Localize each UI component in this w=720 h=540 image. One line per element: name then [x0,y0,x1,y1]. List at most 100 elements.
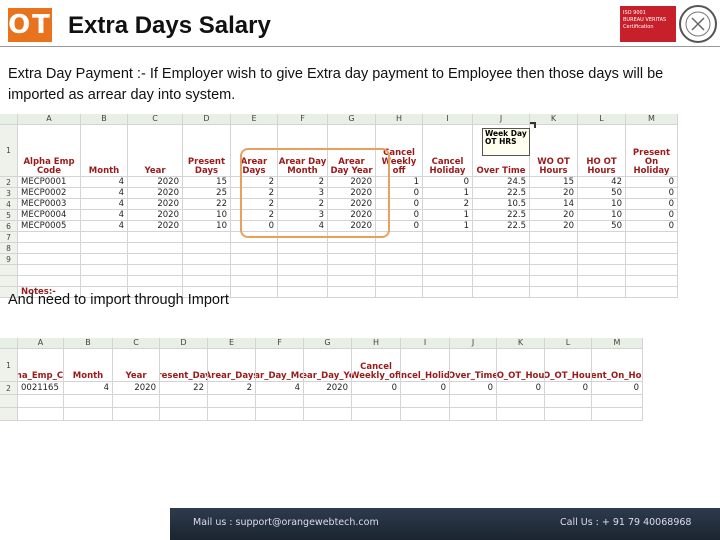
empty-cell [278,265,328,276]
column-letter: M [626,114,678,125]
empty-cell [208,395,256,408]
data-cell: 0 [626,221,678,232]
data-cell: MECP0004 [18,210,81,221]
empty-cell [376,287,423,298]
data-cell: 2020 [328,221,376,232]
data-cell: 4 [81,188,128,199]
data-cell: 2020 [328,188,376,199]
empty-cell [450,408,497,421]
column-letter: K [530,114,578,125]
empty-cell [578,265,626,276]
data-cell: 2020 [304,382,352,395]
empty-cell [352,408,401,421]
empty-cell [376,243,423,254]
data-cell: 10 [578,210,626,221]
empty-cell [352,395,401,408]
header-cell: Present_On_Holiday [592,349,643,382]
data-cell: 0 [376,210,423,221]
seal [679,5,717,43]
empty-cell [450,395,497,408]
empty-cell [473,232,530,243]
empty-cell [160,408,208,421]
data-cell: 25 [183,188,231,199]
header-cell: Month [81,125,128,177]
header-cell: WO_OT_Hours [497,349,545,382]
data-cell: 0 [376,221,423,232]
empty-cell [545,395,592,408]
empty-cell [578,243,626,254]
data-cell: 0021165 [18,382,64,395]
empty-cell [18,408,64,421]
data-cell: 1 [376,177,423,188]
data-cell: 2 [231,177,278,188]
data-cell: 4 [81,177,128,188]
empty-cell [626,243,678,254]
data-cell: 22 [183,199,231,210]
corner-cell [0,114,18,125]
row-number [0,395,18,408]
data-cell: 22.5 [473,188,530,199]
data-cell: 0 [401,382,450,395]
column-letter: H [352,338,401,349]
empty-cell [278,287,328,298]
data-cell: 2 [208,382,256,395]
comment-arrow [530,122,536,128]
data-cell: 0 [376,199,423,210]
column-letter: H [376,114,423,125]
header-cell: Year [113,349,160,382]
empty-cell [81,232,128,243]
column-letter: E [231,114,278,125]
header-cell: HO OT Hours [578,125,626,177]
empty-cell [530,232,578,243]
empty-cell [328,276,376,287]
header-rule [0,46,720,47]
empty-cell [497,395,545,408]
empty-cell [423,287,473,298]
header-cell: Arear Day Month [278,125,328,177]
data-cell: 0 [626,188,678,199]
header-cell: Cancel Weekly off [376,125,423,177]
data-cell: 3 [278,188,328,199]
badge-text: ISO 9001 [623,10,646,16]
data-cell: 0 [626,199,678,210]
empty-cell [545,408,592,421]
empty-cell [183,287,231,298]
empty-cell [128,254,183,265]
empty-cell [592,395,643,408]
data-cell: MECP0005 [18,221,81,232]
empty-cell [328,243,376,254]
cert-badge: ISO 9001 BUREAU VERITAS Certification [620,6,676,42]
data-cell: MECP0003 [18,199,81,210]
empty-cell [578,232,626,243]
empty-cell [183,243,231,254]
empty-cell [626,287,678,298]
empty-cell [401,408,450,421]
empty-cell [18,254,81,265]
intro-text: Extra Day Payment :- If Employer wish to… [8,66,664,103]
header-cell: Arear Days [231,125,278,177]
row-number: 6 [0,221,18,232]
empty-cell [231,265,278,276]
empty-cell [231,254,278,265]
data-cell: 2020 [128,177,183,188]
data-cell: 10 [578,199,626,210]
empty-cell [18,395,64,408]
highlight-box [240,148,390,238]
empty-cell [626,254,678,265]
data-cell: MECP0002 [18,188,81,199]
column-letter: M [592,338,643,349]
empty-cell [423,254,473,265]
data-cell: 15 [183,177,231,188]
empty-cell [18,232,81,243]
column-letter: B [81,114,128,125]
data-cell: 10.5 [473,199,530,210]
empty-cell [128,243,183,254]
column-letter: C [113,338,160,349]
footer-bar [170,508,720,540]
data-cell: 10 [183,221,231,232]
row-number: 1 [0,349,18,382]
data-cell: 0 [545,382,592,395]
empty-cell [473,265,530,276]
data-cell: 2 [278,199,328,210]
